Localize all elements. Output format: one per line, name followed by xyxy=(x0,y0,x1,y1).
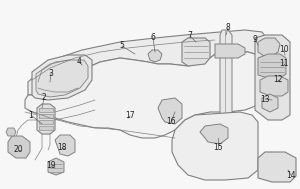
Text: 12: 12 xyxy=(273,75,283,84)
Text: 13: 13 xyxy=(260,94,270,104)
Polygon shape xyxy=(182,38,210,66)
Polygon shape xyxy=(8,136,30,158)
Circle shape xyxy=(125,115,131,121)
Polygon shape xyxy=(48,158,64,175)
Text: 15: 15 xyxy=(213,143,223,153)
Text: 3: 3 xyxy=(49,68,53,77)
Circle shape xyxy=(267,159,283,175)
Polygon shape xyxy=(148,50,162,62)
Circle shape xyxy=(122,112,134,124)
Polygon shape xyxy=(6,128,16,136)
Polygon shape xyxy=(28,30,268,95)
Polygon shape xyxy=(220,30,232,125)
Text: 2: 2 xyxy=(42,94,46,102)
Polygon shape xyxy=(258,54,286,78)
Polygon shape xyxy=(255,35,290,120)
Polygon shape xyxy=(258,38,280,56)
Polygon shape xyxy=(25,52,265,138)
Text: 8: 8 xyxy=(226,23,230,33)
Polygon shape xyxy=(37,104,55,134)
Polygon shape xyxy=(32,55,92,100)
Text: 4: 4 xyxy=(76,57,81,66)
Polygon shape xyxy=(158,98,182,124)
Polygon shape xyxy=(262,94,278,112)
Polygon shape xyxy=(258,152,296,182)
Text: 10: 10 xyxy=(279,46,289,54)
Polygon shape xyxy=(39,120,53,124)
Polygon shape xyxy=(39,108,53,112)
Polygon shape xyxy=(172,112,258,180)
Polygon shape xyxy=(260,76,288,96)
Text: 16: 16 xyxy=(166,118,176,126)
Polygon shape xyxy=(36,60,88,97)
Text: 20: 20 xyxy=(13,146,23,154)
Polygon shape xyxy=(39,114,53,118)
Text: 19: 19 xyxy=(46,161,56,170)
Circle shape xyxy=(143,80,153,90)
Text: 17: 17 xyxy=(125,112,135,121)
Polygon shape xyxy=(39,126,53,130)
Polygon shape xyxy=(200,124,228,144)
Text: 6: 6 xyxy=(151,33,155,43)
Text: 14: 14 xyxy=(286,170,296,180)
Polygon shape xyxy=(55,135,75,156)
Text: 7: 7 xyxy=(188,32,192,40)
Circle shape xyxy=(263,42,273,52)
Text: 1: 1 xyxy=(28,111,33,119)
Text: 11: 11 xyxy=(279,60,289,68)
Text: 5: 5 xyxy=(120,42,124,50)
Text: 18: 18 xyxy=(57,143,67,153)
Text: 9: 9 xyxy=(253,35,257,43)
Polygon shape xyxy=(215,44,245,58)
